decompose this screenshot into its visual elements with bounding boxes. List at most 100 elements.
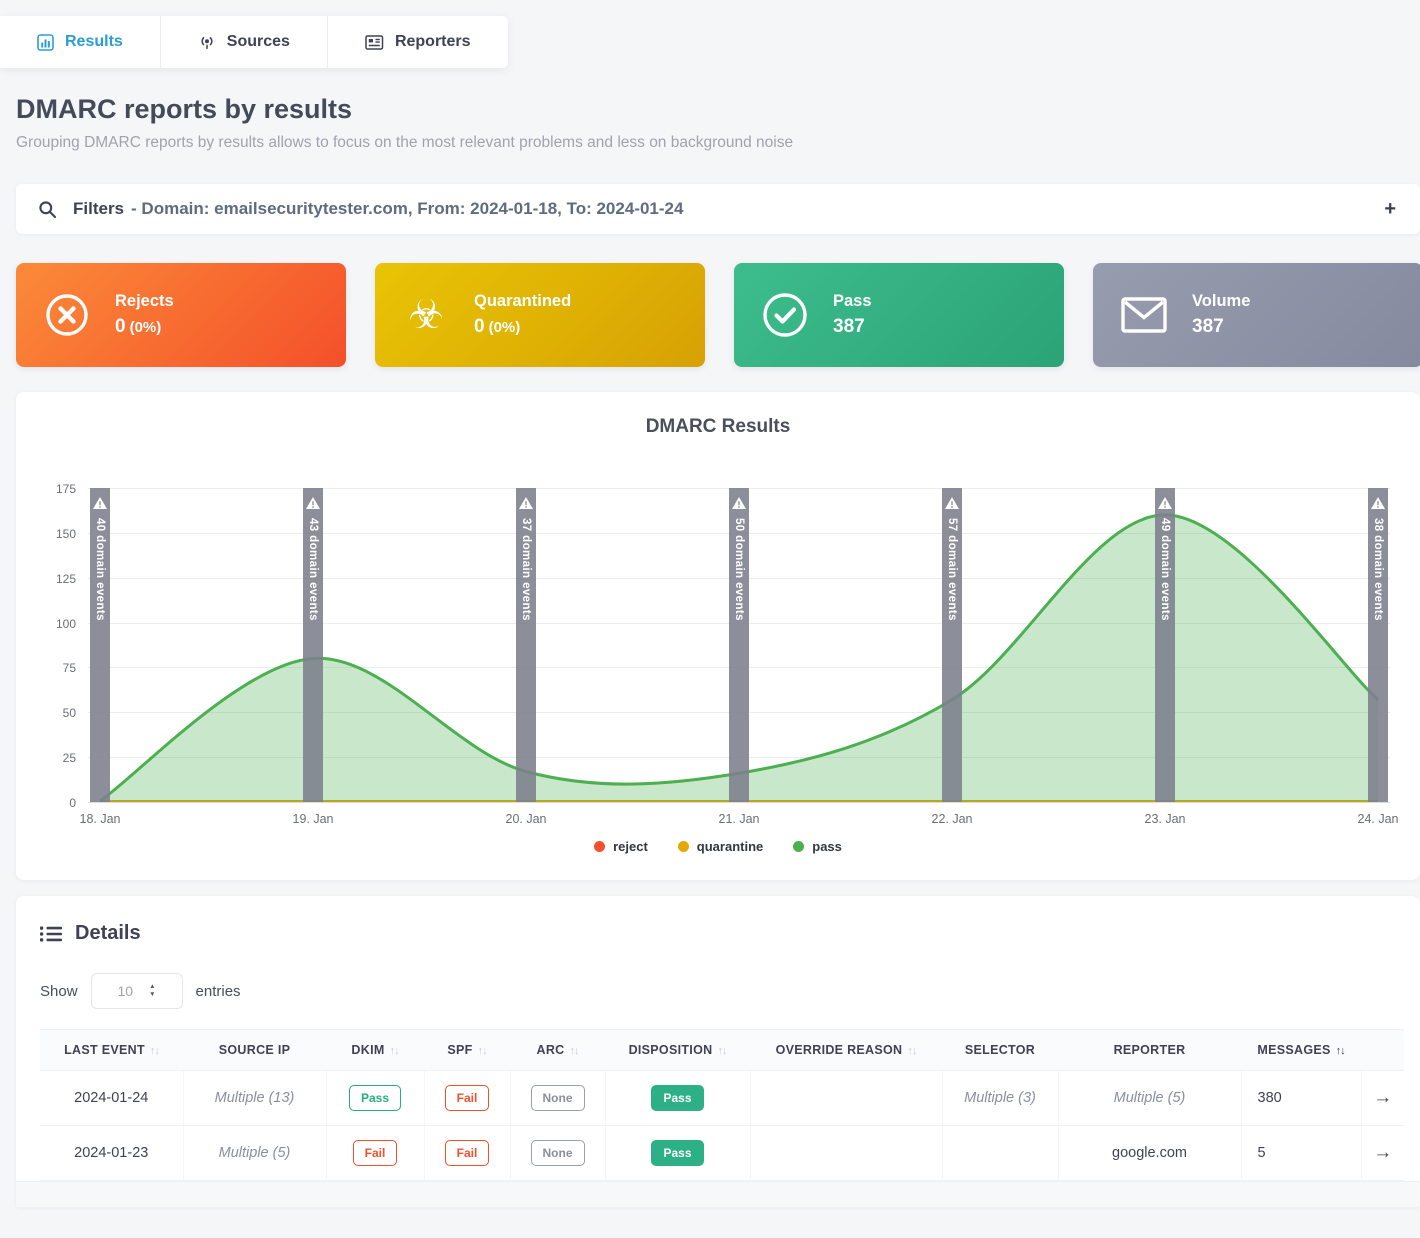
arc-badge: None [530,1085,585,1111]
sort-icon: ↑↓ [717,1045,727,1057]
biohazard-icon: ☣ [408,292,444,338]
cell-reporter: Multiple (5) [1057,1070,1241,1126]
y-axis-tick: 75 [62,661,76,676]
legend-item-pass[interactable]: pass [793,839,842,854]
chart-x-axis: 18. Jan 19. Jan 20. Jan 21. Jan 22. Jan 23. J… [79,803,1398,831]
column-label: SOURCE IP [218,1043,291,1057]
filters-bar[interactable]: Filters - Domain: emailsecuritytester.co… [16,184,1420,234]
column-header-spf[interactable]: SPF ↑↓ [424,1029,510,1071]
stat-cards: Rejects 0 (0%) ☣ Quarantined 0 (0%) Pass 3… [16,263,1420,367]
x-axis-tick: 23. Jan [1144,812,1186,826]
y-axis-tick: 150 [55,526,76,541]
cell-messages: 5 [1240,1125,1361,1181]
entries-label: entries [195,982,241,1000]
tab-results[interactable]: Results [0,16,161,68]
column-label: REPORTER [1113,1043,1186,1057]
legend-label: pass [812,839,842,854]
column-header-arc[interactable]: ARC ↑↓ [510,1029,605,1071]
stat-value: 0 [115,316,126,337]
stat-card-pass: Pass 387 [734,263,1064,367]
sort-icon: ↑↓ [149,1045,160,1057]
page-size-select[interactable]: 10 ▲ ▼ [90,973,183,1009]
x-axis-tick: 24. Jan [1357,812,1399,826]
annotation-label: 40 domain events [94,518,106,621]
expand-filters-button[interactable]: + [1384,197,1396,220]
tab-sources-label: Sources [226,33,290,50]
spf-badge: Fail [444,1085,490,1111]
annotation-bar: 38 domain events [1368,488,1388,802]
column-header-override_reason[interactable]: OVERRIDE REASON ↑↓ [750,1029,942,1071]
column-header-reporter: REPORTER [1058,1029,1241,1071]
column-label: OVERRIDE REASON [775,1043,903,1057]
cell-override_reason [749,1070,942,1126]
spf-badge: Fail [444,1140,490,1166]
cell-dkim: Pass [325,1070,424,1126]
column-header-last_event[interactable]: LAST EVENT ↑↓ [40,1029,183,1071]
stat-label: Pass [833,292,872,310]
annotation-bar: 50 domain events [729,488,749,802]
legend-dot [594,841,606,852]
details-title: Details [75,922,141,944]
tab-sources[interactable]: Sources [161,16,328,68]
sort-icon: ↑↓ [389,1045,400,1057]
dmarc-results-chart-card: DMARC Results 0 25 50 75 100 125 150 175 40 doma… [16,392,1420,880]
warning-icon [519,497,533,509]
cell-last_event: 2024-01-23 [40,1125,183,1181]
list-icon [40,925,62,943]
legend-item-quarantine[interactable]: quarantine [677,839,764,854]
column-label: ARC [536,1043,565,1057]
stat-card-rejects: Rejects 0 (0%) [16,263,346,367]
search-icon [38,200,57,219]
select-stepper-icon: ▲ ▼ [149,982,156,998]
row-details-button[interactable]: → [1373,1087,1393,1108]
legend-label: reject [613,839,648,854]
sort-icon: ↑↓ [477,1045,488,1057]
envelope-icon [1120,296,1168,334]
annotation-label: 38 domain events [1372,518,1384,621]
podcast-icon [198,33,216,51]
dkim-badge: Pass [348,1085,402,1111]
chart-plot: 0 25 50 75 100 125 150 175 40 domain events 43 do… [56,482,1390,810]
warning-icon [1371,497,1385,509]
cell-override_reason [749,1125,942,1181]
column-header-source_ip: SOURCE IP [183,1029,326,1071]
column-header-disposition[interactable]: DISPOSITION ↑↓ [605,1029,750,1071]
stat-value: 387 [1192,316,1224,337]
row-details-button[interactable]: → [1373,1142,1393,1163]
warning-icon [732,497,746,509]
x-circle-icon [43,292,91,338]
cell-actions[interactable]: → [1360,1070,1404,1126]
newspaper-icon [365,34,384,51]
sort-icon: ↑↓ [907,1045,917,1057]
table-next-row-partial [16,1181,1420,1207]
y-axis-tick: 125 [55,571,76,586]
annotation-label: 57 domain events [946,518,958,621]
top-tab-bar: Results Sources Reporters [0,16,508,68]
stat-suffix: (0%) [488,319,521,336]
stat-label: Rejects [115,292,174,310]
column-label: SPF [447,1043,473,1057]
warning-icon [93,497,107,509]
column-header-messages[interactable]: MESSAGES ↑↓ [1241,1029,1361,1071]
page-title: DMARC reports by results [16,94,353,124]
annotation-label: 49 domain events [1159,518,1171,621]
tab-reporters[interactable]: Reporters [328,16,508,68]
annotation-label: 50 domain events [733,518,745,621]
stat-label: Quarantined [474,292,572,310]
legend-label: quarantine [696,839,764,854]
x-axis-tick: 21. Jan [718,812,760,826]
chart-legend: reject quarantine pass [16,839,1420,866]
cell-arc: None [509,1070,605,1126]
tab-results-label: Results [65,33,123,50]
legend-item-reject[interactable]: reject [594,839,648,854]
column-label: DKIM [351,1043,385,1057]
arc-badge: None [530,1140,585,1166]
page-size-value: 10 [117,983,134,999]
disposition-badge: Pass [651,1140,704,1166]
annotation-label: 43 domain events [307,518,319,621]
column-header-dkim[interactable]: DKIM ↑↓ [326,1029,424,1071]
filters-label: Filters [73,199,125,218]
annotation-bar: 37 domain events [516,488,536,802]
x-axis-tick: 22. Jan [931,812,973,826]
cell-actions[interactable]: → [1360,1125,1404,1181]
